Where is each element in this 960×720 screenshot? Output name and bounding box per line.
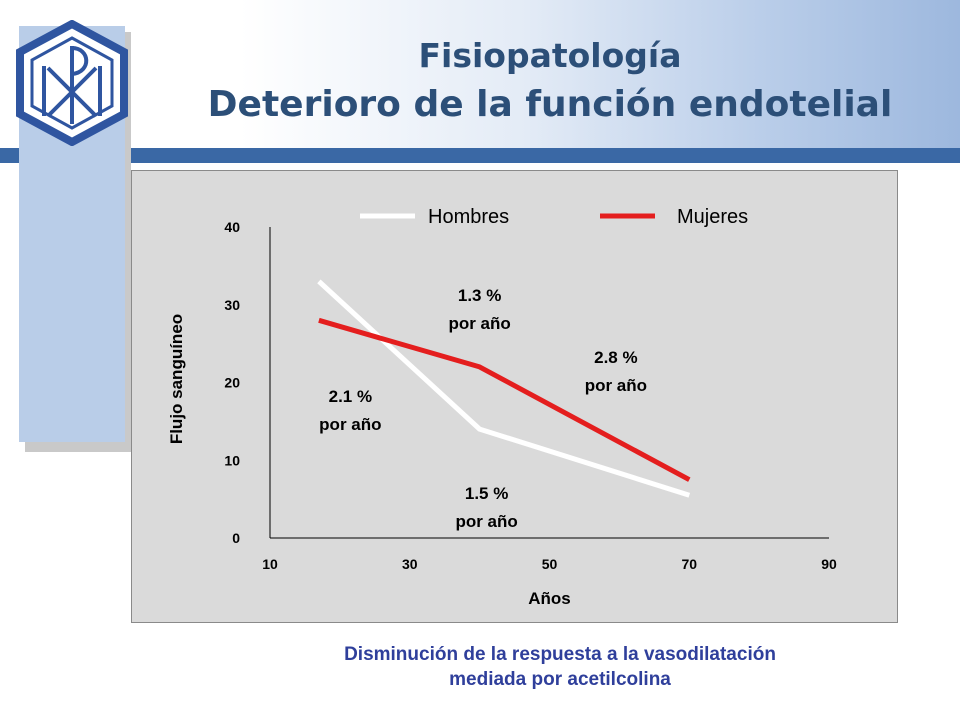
chi-rho-hexagon-logo xyxy=(16,20,128,146)
x-tick-label: 90 xyxy=(821,556,837,572)
annotation-rate: 1.3 % xyxy=(458,286,501,305)
legend-label-mujeres: Mujeres xyxy=(677,206,748,228)
series-line-mujeres xyxy=(318,317,691,482)
chart-panel: 10 30 50 70 90 0 10 20 30 40 Años Flujo sanguíneo Ho… xyxy=(131,170,898,623)
chart-caption-line2: mediada por acetilcolina xyxy=(449,669,671,690)
line-chart: 10 30 50 70 90 0 10 20 30 40 Años Flujo sanguíneo Ho… xyxy=(167,206,837,608)
y-axis-label: Flujo sanguíneo xyxy=(167,314,186,444)
x-tick-label: 10 xyxy=(262,556,278,572)
y-tick-label: 0 xyxy=(232,530,240,546)
logo-hexagon-inner xyxy=(30,36,114,130)
chart-caption-line1: Disminución de la respuesta a la vasodil… xyxy=(344,644,776,665)
y-tick-label: 20 xyxy=(224,375,240,391)
legend-label-hombres: Hombres xyxy=(428,206,509,228)
x-tick-label: 50 xyxy=(542,556,558,572)
logo-chi-stroke-b xyxy=(46,66,98,118)
annotation-period: por año xyxy=(319,415,381,434)
slide-title: Fisiopatología xyxy=(418,36,682,75)
y-tick-label: 40 xyxy=(224,219,240,235)
series-line-hombres xyxy=(317,279,691,498)
annotation-rate: 2.1 % xyxy=(329,387,372,406)
slide-subtitle: Deterioro de la función endotelial xyxy=(207,84,893,125)
annotation-rate: 2.8 % xyxy=(594,348,637,367)
annotation-period: por año xyxy=(448,314,510,333)
annotation-period: por año xyxy=(455,512,517,531)
annotation-period: por año xyxy=(585,376,647,395)
x-tick-label: 70 xyxy=(681,556,697,572)
y-tick-label: 30 xyxy=(224,297,240,313)
y-tick-label: 10 xyxy=(224,452,240,468)
annotation-rate: 1.5 % xyxy=(465,484,508,503)
x-axis-label: Años xyxy=(528,589,571,608)
header-background xyxy=(0,0,960,150)
x-tick-label: 30 xyxy=(402,556,418,572)
header-accent-bar xyxy=(0,148,960,163)
logo-rho-loop xyxy=(71,46,89,76)
